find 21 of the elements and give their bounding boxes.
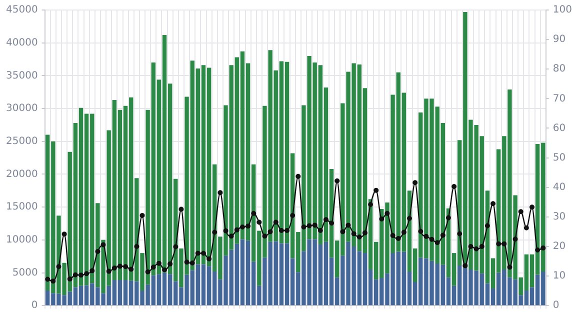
y2-tick-label: 80: [552, 64, 566, 75]
y2-tick-label: 50: [552, 152, 566, 164]
y-tick-label: 15000: [6, 202, 38, 213]
y-tick-label: 30000: [6, 103, 38, 114]
y2-tick-label: 30: [552, 212, 566, 223]
y-tick-label: 10000: [6, 234, 38, 246]
y2-tick-label: 90: [552, 34, 566, 46]
y2-tick-label: 10: [552, 270, 566, 282]
y-tick-label: 5000: [12, 267, 38, 278]
y2-tick-label: 20: [552, 241, 566, 252]
y-tick-label: 35000: [6, 70, 38, 82]
y2-tick-label: 60: [552, 122, 566, 134]
y-tick-label: 25000: [6, 136, 38, 147]
y-tick-label: 20000: [6, 168, 38, 180]
y2-tick-label: 40: [552, 182, 566, 193]
y-tick-label: 45000: [6, 4, 38, 16]
y2-tick-label: 0: [552, 300, 560, 312]
y2-tick-label: 100: [552, 4, 572, 16]
y-tick-label: 40000: [6, 37, 38, 48]
y2-tick-label: 70: [552, 93, 566, 104]
y-tick-label: 0: [31, 300, 38, 312]
